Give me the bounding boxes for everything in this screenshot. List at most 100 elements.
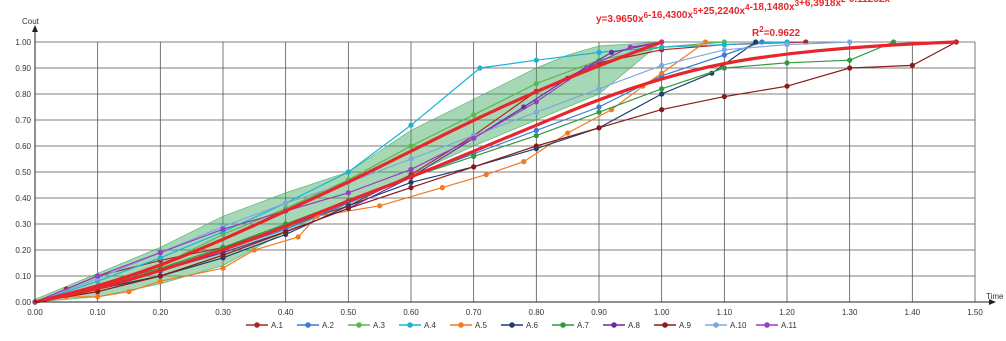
x-tick-label: 0.10 bbox=[90, 308, 106, 317]
data-point bbox=[483, 172, 489, 178]
data-point bbox=[157, 278, 163, 284]
data-point bbox=[408, 179, 414, 185]
legend-label: A.10 bbox=[730, 321, 747, 330]
data-point bbox=[659, 86, 665, 92]
data-point bbox=[157, 255, 163, 261]
data-point bbox=[533, 109, 539, 115]
legend-label: A.3 bbox=[373, 321, 386, 330]
legend-label: A.9 bbox=[679, 321, 692, 330]
data-point bbox=[220, 226, 226, 232]
legend-item: A.4 bbox=[399, 321, 437, 330]
data-point bbox=[721, 52, 727, 58]
data-point bbox=[471, 112, 477, 118]
data-point bbox=[890, 39, 897, 45]
x-tick-label: 0.20 bbox=[153, 308, 169, 317]
x-tick-label: 1.30 bbox=[842, 308, 858, 317]
legend-item: A.11 bbox=[756, 321, 797, 330]
data-point bbox=[533, 127, 539, 133]
series-line bbox=[34, 41, 662, 303]
x-tick-label: 0.70 bbox=[466, 308, 482, 317]
legend-marker bbox=[662, 322, 668, 328]
x-tick-label: 1.00 bbox=[654, 308, 670, 317]
data-point bbox=[753, 39, 759, 45]
legend-marker bbox=[356, 322, 362, 328]
x-tick-label: 1.10 bbox=[717, 308, 733, 317]
y-tick-label: 0.00 bbox=[15, 298, 31, 307]
x-tick-label: 0.80 bbox=[529, 308, 545, 317]
data-point bbox=[596, 125, 602, 131]
data-point bbox=[721, 42, 727, 48]
legend-marker bbox=[254, 322, 260, 328]
data-point bbox=[408, 156, 414, 162]
axis-layer: 0.00 0.10 0.20 0.30 0.40 0.50 0.60 0.70 0.80 0.90… bbox=[15, 25, 996, 317]
data-point bbox=[408, 185, 414, 191]
fit-curve bbox=[33, 40, 664, 304]
x-tick-label: 0.90 bbox=[591, 308, 607, 317]
legend-item: A.1 bbox=[246, 321, 284, 330]
x-axis-title: Time bbox=[986, 292, 1004, 301]
y-tick-label: 0.10 bbox=[15, 272, 31, 281]
data-point bbox=[95, 294, 101, 300]
legend-item: A.3 bbox=[348, 321, 386, 330]
y-tick-label: 0.90 bbox=[15, 64, 31, 73]
data-point bbox=[471, 153, 477, 159]
data-point bbox=[157, 250, 163, 256]
legend-item: A.8 bbox=[603, 321, 641, 330]
data-point bbox=[345, 190, 351, 196]
data-point bbox=[251, 247, 257, 253]
x-tick-label: 0.50 bbox=[341, 308, 357, 317]
legend-item: A.5 bbox=[450, 321, 488, 330]
data-point bbox=[283, 229, 289, 235]
legend-item: A.6 bbox=[501, 321, 539, 330]
data-point bbox=[95, 273, 101, 279]
legend-marker bbox=[407, 322, 413, 328]
y-tick-label: 0.60 bbox=[15, 142, 31, 151]
data-point bbox=[408, 143, 414, 149]
legend-marker bbox=[713, 322, 719, 328]
data-point bbox=[759, 39, 765, 45]
legend-item: A.7 bbox=[552, 321, 590, 330]
fit-curve-layer bbox=[33, 40, 958, 304]
legend-label: A.5 bbox=[475, 321, 488, 330]
x-tick-label: 1.20 bbox=[779, 308, 795, 317]
data-point bbox=[596, 86, 602, 92]
data-point bbox=[659, 107, 665, 113]
y-tick-label: 0.20 bbox=[15, 246, 31, 255]
data-point bbox=[565, 130, 571, 136]
data-point bbox=[439, 185, 445, 191]
legend-label: A.11 bbox=[781, 321, 797, 330]
y-tick-label: 0.30 bbox=[15, 220, 31, 229]
x-tick-label: 0.30 bbox=[215, 308, 231, 317]
data-point bbox=[721, 47, 727, 53]
data-point bbox=[220, 252, 226, 258]
data-point bbox=[784, 60, 790, 66]
data-point bbox=[533, 81, 539, 87]
data-point bbox=[477, 65, 483, 71]
data-point bbox=[220, 265, 226, 271]
x-tick-label: 0.40 bbox=[278, 308, 294, 317]
data-point bbox=[847, 57, 853, 63]
data-point bbox=[533, 143, 539, 149]
data-point bbox=[533, 133, 539, 139]
legend-marker bbox=[764, 322, 770, 328]
data-point bbox=[847, 65, 853, 71]
data-point bbox=[408, 122, 414, 128]
y-tick-label: 0.50 bbox=[15, 168, 31, 177]
x-tick-label: 1.40 bbox=[905, 308, 921, 317]
legend-label: A.1 bbox=[271, 321, 284, 330]
data-point bbox=[659, 91, 665, 97]
legend-marker bbox=[611, 322, 617, 328]
legend-label: A.2 bbox=[322, 321, 335, 330]
data-point bbox=[157, 273, 163, 279]
data-point bbox=[533, 99, 539, 105]
legend-item: A.9 bbox=[654, 321, 692, 330]
x-axis-arrow bbox=[989, 299, 996, 305]
y-tick-label: 0.70 bbox=[15, 116, 31, 125]
data-point bbox=[533, 57, 539, 63]
legend-marker bbox=[305, 322, 311, 328]
data-point bbox=[627, 44, 633, 50]
legend-marker bbox=[458, 322, 464, 328]
y-tick-label: 1.00 bbox=[15, 38, 31, 47]
legend-label: A.8 bbox=[628, 321, 641, 330]
